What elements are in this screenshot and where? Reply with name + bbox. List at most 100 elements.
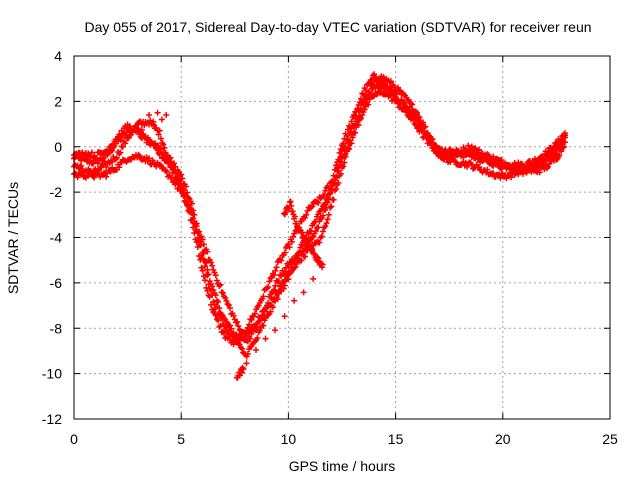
data-point: [362, 87, 369, 94]
x-tick-label: 20: [495, 431, 511, 447]
x-tick-label: 5: [177, 431, 185, 447]
data-points: [71, 71, 568, 381]
data-point: [347, 124, 354, 131]
data-point: [227, 305, 234, 312]
data-point: [510, 166, 517, 173]
data-point: [116, 150, 123, 157]
data-point: [198, 251, 205, 258]
data-point: [356, 112, 363, 119]
data-point: [319, 228, 326, 235]
data-point: [178, 180, 185, 187]
data-point: [225, 327, 232, 334]
data-point: [271, 272, 278, 279]
data-point: [207, 287, 214, 294]
data-point: [135, 128, 142, 135]
data-point: [546, 152, 553, 159]
data-point: [412, 111, 419, 118]
chart-title: Day 055 of 2017, Sidereal Day-to-day VTE…: [84, 19, 591, 35]
data-point: [103, 173, 110, 180]
x-tick-label: 0: [70, 431, 78, 447]
data-point: [356, 99, 363, 106]
data-point: [156, 161, 163, 168]
data-point: [310, 233, 317, 240]
data-point: [209, 262, 216, 269]
data-point: [224, 301, 231, 308]
y-tick-label: -4: [50, 230, 63, 246]
data-point: [297, 244, 304, 251]
data-point: [322, 187, 329, 194]
data-point: [160, 141, 167, 148]
data-point: [165, 160, 172, 167]
data-point: [280, 285, 287, 292]
data-point: [216, 310, 223, 317]
data-point: [204, 272, 211, 279]
data-point: [230, 333, 237, 340]
data-point: [298, 257, 305, 264]
data-point: [261, 308, 268, 315]
data-point: [94, 160, 101, 167]
data-point: [304, 207, 311, 214]
data-point: [391, 91, 398, 98]
y-tick-label: 0: [54, 139, 62, 155]
data-point: [310, 275, 317, 282]
data-point: [103, 164, 110, 171]
data-point: [262, 315, 269, 322]
data-point: [168, 162, 175, 169]
data-point: [309, 203, 316, 210]
data-point: [236, 326, 243, 333]
data-point: [309, 234, 316, 241]
data-point: [464, 163, 471, 170]
data-point: [113, 136, 120, 143]
data-point: [285, 241, 292, 248]
data-point: [346, 140, 353, 147]
data-point: [281, 249, 288, 256]
data-point: [296, 249, 303, 256]
data-point: [272, 327, 279, 334]
data-point: [215, 317, 222, 324]
data-point: [225, 302, 232, 309]
y-tick-label: -8: [50, 320, 63, 336]
data-point: [402, 99, 409, 106]
data-point: [350, 111, 357, 118]
data-point: [243, 360, 250, 367]
data-point: [235, 322, 242, 329]
data-point: [362, 99, 369, 106]
data-point: [117, 149, 124, 156]
data-point: [216, 323, 223, 330]
data-point: [265, 284, 272, 291]
data-point: [322, 199, 329, 206]
data-point: [471, 149, 478, 156]
x-tick-label: 10: [281, 431, 297, 447]
data-point: [508, 174, 515, 181]
data-point: [134, 127, 141, 134]
data-point: [327, 204, 334, 211]
data-point: [210, 308, 217, 315]
data-point: [366, 80, 373, 87]
data-point: [204, 266, 211, 273]
data-point: [265, 312, 272, 319]
data-point: [290, 233, 297, 240]
data-point: [260, 293, 267, 300]
data-point: [308, 204, 315, 211]
data-point: [291, 213, 298, 220]
data-point: [288, 238, 295, 245]
data-point: [433, 142, 440, 149]
data-point: [247, 335, 254, 342]
data-point: [490, 170, 497, 177]
data-point: [560, 137, 567, 144]
data-point: [316, 239, 323, 246]
data-point: [198, 233, 205, 240]
data-point: [549, 147, 556, 154]
data-point: [290, 265, 297, 272]
data-point: [254, 323, 261, 330]
data-point: [546, 160, 553, 167]
y-tick-label: -2: [50, 184, 63, 200]
data-point: [218, 315, 225, 322]
data-point: [178, 171, 185, 178]
data-point: [202, 277, 209, 284]
data-point: [212, 272, 219, 279]
data-point: [122, 140, 129, 147]
data-point: [161, 144, 168, 151]
data-point: [192, 226, 199, 233]
data-point: [197, 242, 204, 249]
